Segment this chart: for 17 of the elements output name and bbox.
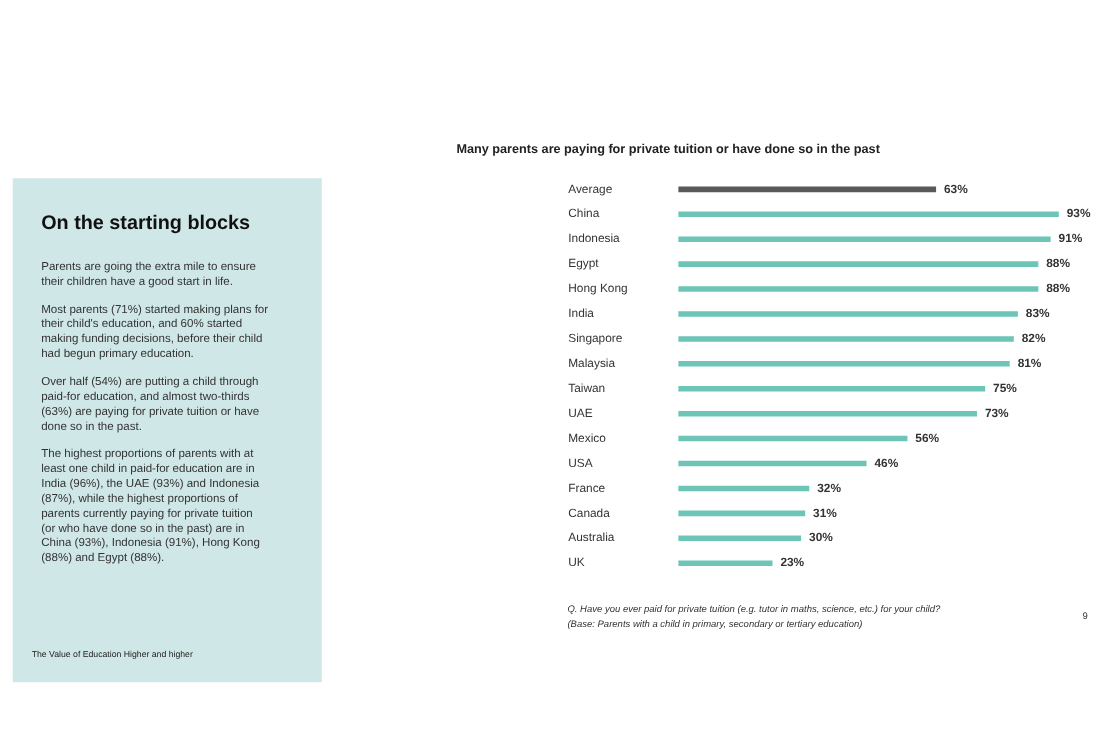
- bar: [678, 385, 986, 392]
- bar: [678, 186, 937, 193]
- bar: [678, 510, 806, 517]
- bar: [678, 485, 810, 492]
- bar: [678, 410, 977, 417]
- bar: [678, 361, 1010, 367]
- bar: [678, 311, 1018, 317]
- bar: [678, 236, 1051, 242]
- bar: [678, 211, 1059, 218]
- bar: [678, 460, 867, 467]
- bar: [678, 535, 802, 542]
- bar: [678, 435, 908, 442]
- text: On the starting blocks: [41, 212, 252, 235]
- bar: [678, 560, 773, 566]
- bar: [678, 336, 1014, 342]
- bar: [678, 286, 1039, 292]
- bar: [678, 261, 1039, 267]
